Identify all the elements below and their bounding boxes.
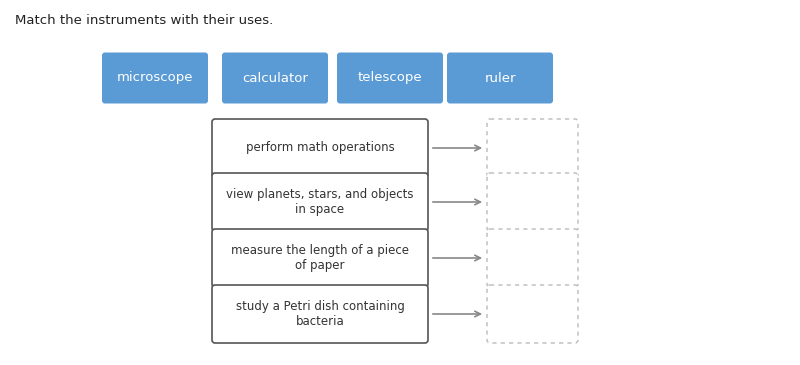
FancyBboxPatch shape xyxy=(337,53,443,104)
FancyBboxPatch shape xyxy=(212,119,428,177)
FancyBboxPatch shape xyxy=(487,285,578,343)
FancyBboxPatch shape xyxy=(212,173,428,231)
Text: calculator: calculator xyxy=(242,72,308,85)
FancyBboxPatch shape xyxy=(487,173,578,231)
Text: microscope: microscope xyxy=(117,72,194,85)
Text: telescope: telescope xyxy=(358,72,422,85)
Text: view planets, stars, and objects
in space: view planets, stars, and objects in spac… xyxy=(226,188,414,216)
FancyBboxPatch shape xyxy=(487,229,578,287)
FancyBboxPatch shape xyxy=(487,119,578,177)
FancyBboxPatch shape xyxy=(447,53,553,104)
Text: ruler: ruler xyxy=(484,72,516,85)
Text: study a Petri dish containing
bacteria: study a Petri dish containing bacteria xyxy=(235,300,405,328)
FancyBboxPatch shape xyxy=(222,53,328,104)
Text: Match the instruments with their uses.: Match the instruments with their uses. xyxy=(15,14,274,27)
FancyBboxPatch shape xyxy=(212,229,428,287)
Text: measure the length of a piece
of paper: measure the length of a piece of paper xyxy=(231,244,409,272)
Text: perform math operations: perform math operations xyxy=(246,142,394,154)
FancyBboxPatch shape xyxy=(212,285,428,343)
FancyBboxPatch shape xyxy=(102,53,208,104)
